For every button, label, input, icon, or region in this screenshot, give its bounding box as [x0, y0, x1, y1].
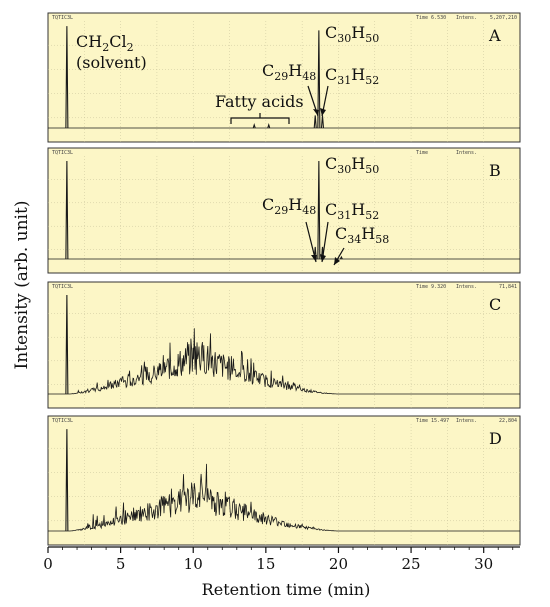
- arrow-a-c29h48-head: [313, 109, 319, 116]
- panel-header-value: 5,207,210: [490, 15, 517, 21]
- panel-d: TQTIC3L Time 15.497 Intens. 22,804 D: [47, 415, 521, 546]
- panel-header-value: 22,804: [499, 418, 517, 424]
- panel-peak: [317, 161, 321, 260]
- panel-header-time: Time: [416, 150, 428, 156]
- panel-header-left: TQTIC3L: [52, 15, 73, 21]
- panel-a: TQTIC3L Time 6.530 Intens. 5,207,210 A: [47, 12, 521, 143]
- panel-header-left: TQTIC3L: [52, 418, 73, 424]
- annotation-fatty-acids: Fatty acids: [215, 92, 304, 111]
- panel-trace: [48, 328, 520, 395]
- arrow-b-c34h58-head: [334, 257, 340, 265]
- arrow-b-c31h52-head: [320, 254, 326, 262]
- panel-peak: [65, 161, 69, 260]
- panel-header-value: 71,841: [499, 284, 517, 290]
- panel-grid: [48, 21, 520, 142]
- panel-label: D: [489, 429, 502, 448]
- panel-a-annotations: CH2Cl2 (solvent) C30H50 C29H48 C31H52 Fa…: [76, 23, 379, 124]
- x-tick-label: 20: [329, 555, 348, 573]
- panel-peak: [65, 429, 69, 532]
- panel-header-intens: Intens.: [456, 150, 477, 156]
- panel-peak: [65, 26, 69, 129]
- annotation-ch2cl2: CH2Cl2: [76, 32, 134, 54]
- panel-label: B: [489, 161, 501, 180]
- panel-peak: [267, 123, 271, 129]
- fatty-acids-bracket: [230, 113, 290, 124]
- x-tick-label: 30: [474, 555, 493, 573]
- x-tick-label: 5: [116, 555, 126, 573]
- panel-header-intens: Intens.: [456, 15, 477, 21]
- arrow-b-c29h48-head: [311, 255, 317, 262]
- panel-label: C: [489, 295, 501, 314]
- panel-label: A: [488, 26, 501, 45]
- panel-peak: [313, 115, 317, 129]
- x-tick-label: 15: [256, 555, 275, 573]
- panel-b-annotations: C30H50 C29H48 C31H52 C34H58: [262, 154, 389, 266]
- x-tick-label: 10: [184, 555, 203, 573]
- panel-peak: [252, 123, 256, 129]
- panel-header-time: Time 15.497: [416, 418, 449, 424]
- arrow-a-c31h52-head: [320, 108, 326, 116]
- panel-grid: [48, 156, 520, 273]
- annotation-solvent: (solvent): [76, 53, 147, 72]
- panel-background: [47, 281, 521, 409]
- panel-background: [47, 415, 521, 546]
- panel-peak: [339, 255, 343, 260]
- x-tick-label: 0: [43, 555, 53, 573]
- panel-header-time: Time 9.320: [416, 284, 446, 290]
- panel-c: TQTIC3L Time 9.320 Intens. 71,841 C: [47, 281, 521, 409]
- panel-peak: [65, 295, 69, 395]
- panel-header-left: TQTIC3L: [52, 150, 73, 156]
- panel-grid: [48, 424, 520, 545]
- x-tick-label: 25: [402, 555, 421, 573]
- panel-background: [47, 147, 521, 274]
- panel-background: [47, 12, 521, 143]
- panel-header-intens: Intens.: [456, 284, 477, 290]
- x-axis-label: Retention time (min): [202, 580, 371, 599]
- panel-b: TQTIC3L Time Intens. B: [47, 147, 521, 274]
- panel-header-time: Time 6.530: [416, 15, 446, 21]
- panel-header-intens: Intens.: [456, 418, 477, 424]
- panel-peak: [317, 30, 321, 129]
- y-axis-label: Intensity (arb. unit): [12, 201, 32, 370]
- panel-trace: [48, 463, 520, 532]
- panel-header-left: TQTIC3L: [52, 284, 73, 290]
